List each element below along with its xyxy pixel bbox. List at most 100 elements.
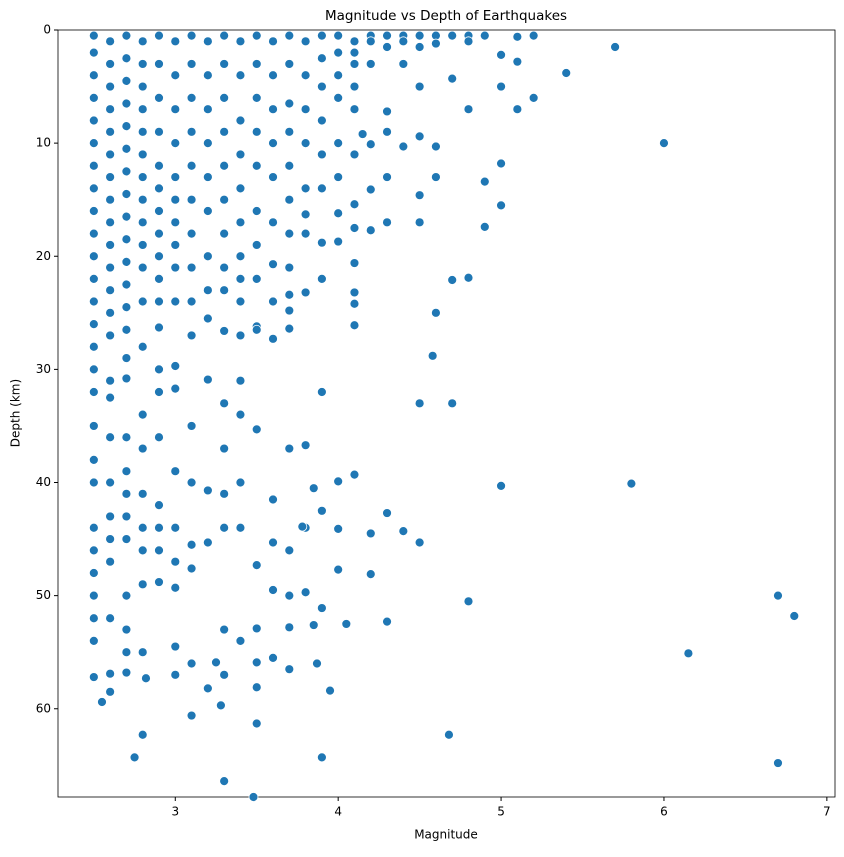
point: [349, 469, 360, 480]
point: [268, 652, 278, 663]
y-axis-label: Depth (km): [9, 379, 23, 447]
point: [561, 68, 572, 78]
point: [88, 30, 99, 41]
point: [170, 383, 181, 394]
point: [251, 59, 262, 69]
point: [284, 664, 295, 675]
point: [105, 686, 116, 697]
point: [349, 149, 360, 160]
point: [141, 673, 151, 684]
point: [105, 194, 116, 205]
point: [105, 511, 116, 522]
point: [211, 657, 221, 668]
point: [479, 221, 490, 232]
point: [88, 672, 99, 682]
point: [137, 194, 148, 205]
point: [284, 59, 295, 69]
point: [447, 398, 458, 409]
point: [284, 98, 295, 109]
point: [284, 622, 295, 633]
point: [235, 296, 246, 307]
point: [219, 522, 230, 533]
point: [382, 616, 392, 627]
point: [300, 183, 311, 194]
point: [349, 81, 360, 92]
point: [88, 319, 99, 330]
point: [382, 42, 392, 52]
point: [88, 115, 99, 126]
point: [512, 104, 523, 115]
point: [202, 70, 213, 81]
x-tick-label: 7: [823, 805, 831, 819]
point: [235, 217, 246, 228]
point: [398, 36, 409, 47]
point: [137, 443, 148, 454]
point: [88, 183, 99, 194]
point: [186, 228, 197, 239]
point: [297, 521, 308, 532]
point: [284, 126, 295, 137]
point: [333, 208, 344, 219]
point: [308, 620, 319, 630]
y-tick-label: 60: [36, 701, 51, 715]
point: [170, 641, 181, 652]
point: [137, 409, 148, 420]
point: [414, 81, 425, 92]
point: [333, 523, 344, 534]
point: [235, 70, 246, 81]
point: [121, 302, 132, 313]
point: [496, 81, 506, 92]
point: [88, 477, 99, 488]
point: [154, 322, 164, 333]
point: [121, 534, 132, 544]
point: [349, 223, 360, 233]
point: [137, 341, 148, 352]
point: [382, 106, 392, 117]
point: [88, 251, 99, 262]
y-tick-label: 50: [36, 588, 51, 602]
point: [268, 172, 278, 182]
y-tick-label: 40: [36, 475, 51, 489]
point: [333, 70, 344, 81]
point: [251, 126, 262, 137]
point: [268, 217, 278, 228]
point: [186, 30, 197, 41]
point: [235, 330, 246, 341]
point: [219, 398, 230, 409]
point: [88, 341, 99, 352]
point: [202, 313, 213, 324]
point: [235, 115, 246, 126]
point: [202, 374, 213, 385]
point: [219, 624, 230, 635]
point: [154, 206, 164, 216]
point: [414, 131, 425, 142]
point: [284, 443, 295, 454]
point: [88, 421, 99, 431]
plot-frame: [57, 29, 836, 798]
point: [447, 73, 458, 84]
point: [219, 262, 230, 273]
point: [105, 104, 116, 115]
point: [105, 36, 116, 47]
point: [88, 206, 99, 216]
point: [219, 285, 230, 296]
point: [170, 104, 181, 115]
point: [121, 143, 132, 154]
point: [463, 596, 474, 607]
point: [659, 138, 669, 149]
point: [365, 184, 376, 195]
point: [365, 569, 376, 580]
point: [349, 298, 360, 309]
point: [248, 792, 259, 802]
point: [284, 194, 295, 205]
point: [268, 296, 278, 307]
point: [316, 752, 327, 763]
point: [154, 500, 164, 511]
point: [137, 522, 148, 533]
point: [154, 296, 164, 307]
point: [202, 683, 213, 694]
point: [186, 194, 197, 205]
point: [170, 296, 181, 307]
point: [316, 30, 327, 41]
point: [414, 217, 425, 228]
